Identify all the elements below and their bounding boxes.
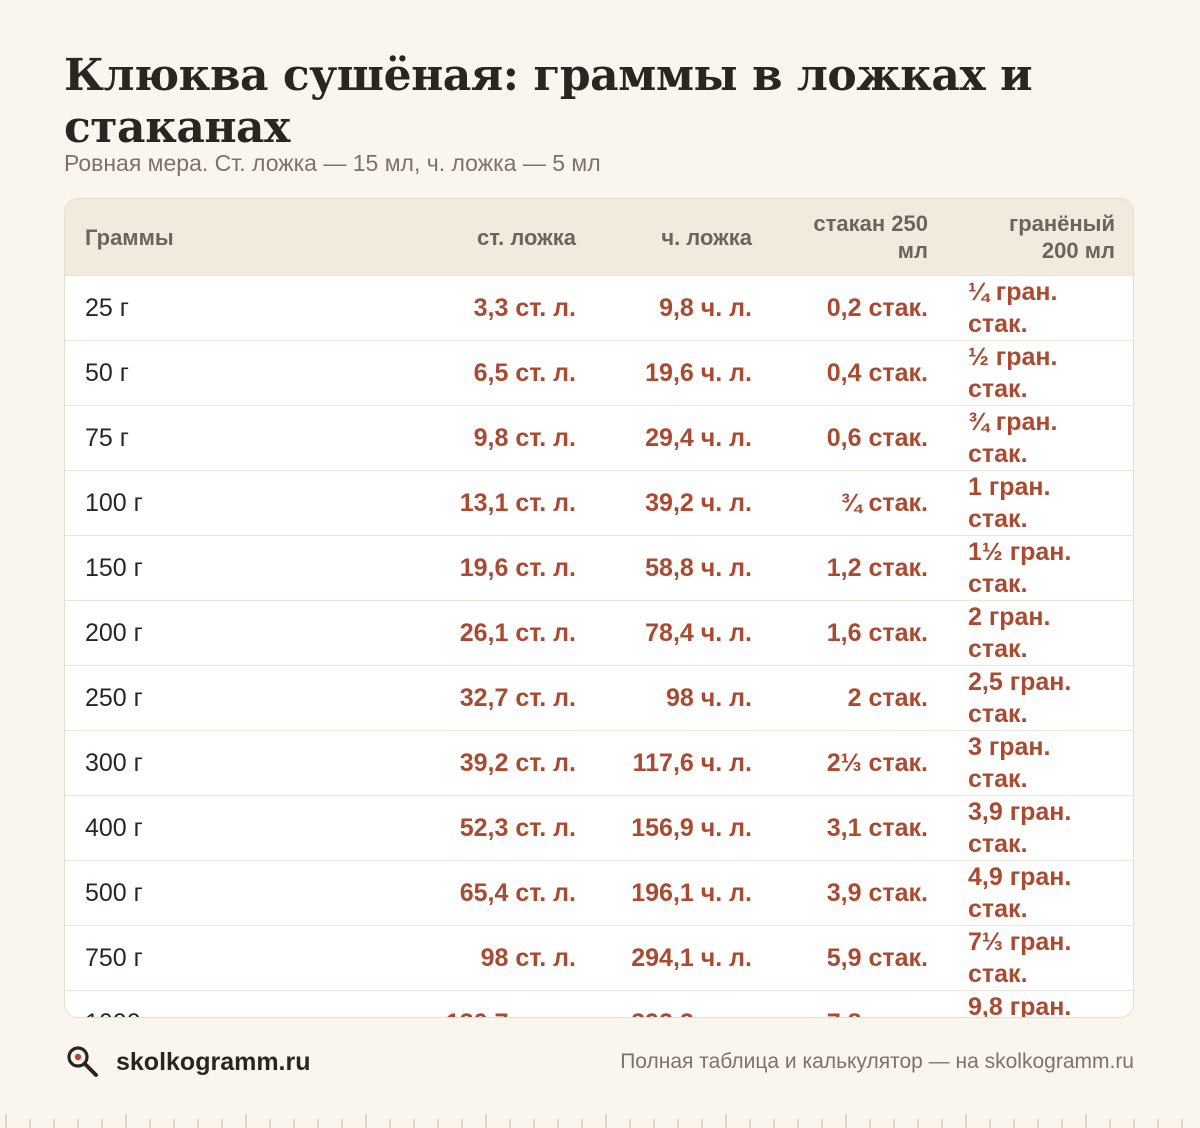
cell-cup-250: 2⅓ стак.: [772, 730, 948, 796]
cell-grams: 250 г: [65, 665, 420, 731]
table-body: 25 г 3,3 ст. л. 9,8 ч. л. 0,2 стак. ¼ гран. …: [65, 275, 1133, 1017]
cell-faceted-glass: 7⅓ гран. стак.: [948, 925, 1133, 991]
cell-faceted-glass: 3,9 гран. стак.: [948, 795, 1133, 861]
table-row: 50 г 6,5 ст. л. 19,6 ч. л. 0,4 стак. ½ гран.…: [65, 340, 1133, 406]
cell-faceted-glass: 2 гран. стак.: [948, 600, 1133, 666]
cell-cup-250: 1,6 стак.: [772, 600, 948, 666]
cell-tablespoon: 26,1 ст. л.: [420, 600, 596, 666]
conversion-table: Граммы ст. ложка ч. ложка стакан 250 мл …: [65, 199, 1133, 1017]
cell-teaspoon: 78,4 ч. л.: [596, 600, 772, 666]
header-tablespoon: ст. ложка: [420, 199, 596, 276]
cell-teaspoon: 294,1 ч. л.: [596, 925, 772, 991]
cell-teaspoon: 29,4 ч. л.: [596, 405, 772, 471]
cell-grams: 500 г: [65, 860, 420, 926]
cell-tablespoon: 19,6 ст. л.: [420, 535, 596, 601]
table-row: 400 г 52,3 ст. л. 156,9 ч. л. 3,1 стак. 3,9 …: [65, 795, 1133, 861]
table-row: 25 г 3,3 ст. л. 9,8 ч. л. 0,2 стак. ¼ гран. …: [65, 275, 1133, 341]
table-header-row: Граммы ст. ложка ч. ложка стакан 250 мл …: [65, 199, 1133, 276]
cell-cup-250: 5,9 стак.: [772, 925, 948, 991]
cell-faceted-glass: 1 гран. стак.: [948, 470, 1133, 536]
cell-teaspoon: 19,6 ч. л.: [596, 340, 772, 406]
cell-cup-250: 0,6 стак.: [772, 405, 948, 471]
magnifier-icon: [67, 1046, 98, 1077]
cell-grams: 50 г: [65, 340, 420, 406]
cell-tablespoon: 6,5 ст. л.: [420, 340, 596, 406]
cell-teaspoon: 98 ч. л.: [596, 665, 772, 731]
page-title: Клюква сушёная: граммы в ложках и стакан…: [64, 50, 1033, 153]
table-row: 250 г 32,7 ст. л. 98 ч. л. 2 стак. 2,5 гран.…: [65, 665, 1133, 731]
table-row: 1000 г130,7 ст. л.392,2 ч. л.7,8 стак.9,…: [65, 990, 1133, 1017]
cell-tablespoon: 32,7 ст. л.: [420, 665, 596, 731]
cell-tablespoon: 39,2 ст. л.: [420, 730, 596, 796]
cell-grams: 300 г: [65, 730, 420, 796]
cell-faceted-glass: 2,5 гран. стак.: [948, 665, 1133, 731]
cell-faceted-glass: 1½ гран. стак.: [948, 535, 1133, 601]
cell-tablespoon: 9,8 ст. л.: [420, 405, 596, 471]
table-row: 750 г 98 ст. л. 294,1 ч. л. 5,9 стак. 7⅓ гра…: [65, 925, 1133, 991]
cell-grams: 200 г: [65, 600, 420, 666]
cell-cup-250: 2 стак.: [772, 665, 948, 731]
cell-faceted-glass: ½ гран. стак.: [948, 340, 1133, 406]
cell-teaspoon: 39,2 ч. л.: [596, 470, 772, 536]
ruler-decoration: [5, 1114, 1183, 1128]
cell-grams: 400 г: [65, 795, 420, 861]
page-subtitle: Ровная мера. Ст. ложка — 15 мл, ч. ложка…: [64, 150, 601, 176]
cell-tablespoon: 13,1 ст. л.: [420, 470, 596, 536]
table-row: 75 г 9,8 ст. л. 29,4 ч. л. 0,6 стак. ¾ гран.…: [65, 405, 1133, 471]
conversion-table-card: Граммы ст. ложка ч. ложка стакан 250 мл …: [64, 198, 1134, 1018]
cell-grams: 150 г: [65, 535, 420, 601]
cell-faceted-glass: ¾ гран. стак.: [948, 405, 1133, 471]
cell-teaspoon: 196,1 ч. л.: [596, 860, 772, 926]
cell-grams: 100 г: [65, 470, 420, 536]
footer-brand: skolkogramm.ru: [64, 1040, 311, 1084]
cell-faceted-glass: 9,8 гран. стак.: [948, 990, 1133, 1017]
header-cup-250: стакан 250 мл: [772, 199, 948, 276]
cell-faceted-glass: 4,9 гран. стак.: [948, 860, 1133, 926]
cell-tablespoon: 65,4 ст. л.: [420, 860, 596, 926]
cell-tablespoon: 130,7 ст. л.: [420, 990, 596, 1017]
table-row: 200 г 26,1 ст. л. 78,4 ч. л. 1,6 стак. 2 гра…: [65, 600, 1133, 666]
cell-teaspoon: 117,6 ч. л.: [596, 730, 772, 796]
footer-note: Полная таблица и калькулятор — на skolko…: [620, 1050, 1134, 1073]
cell-teaspoon: 9,8 ч. л.: [596, 275, 772, 341]
cell-cup-250: ¾ стак.: [772, 470, 948, 536]
cell-cup-250: 7,8 стак.: [772, 990, 948, 1017]
brand-name: skolkogramm.ru: [116, 1047, 311, 1076]
table-row: 500 г 65,4 ст. л. 196,1 ч. л. 3,9 стак. 4,9 …: [65, 860, 1133, 926]
table-row: 100 г 13,1 ст. л. 39,2 ч. л. ¾ стак. 1 гран.…: [65, 470, 1133, 536]
cell-grams: 1000 г: [65, 990, 420, 1017]
cell-grams: 750 г: [65, 925, 420, 991]
cell-cup-250: 0,4 стак.: [772, 340, 948, 406]
cell-tablespoon: 3,3 ст. л.: [420, 275, 596, 341]
header-grams: Граммы: [65, 199, 420, 276]
cell-cup-250: 0,2 стак.: [772, 275, 948, 341]
cell-tablespoon: 98 ст. л.: [420, 925, 596, 991]
header-teaspoon: ч. ложка: [596, 199, 772, 276]
cell-teaspoon: 58,8 ч. л.: [596, 535, 772, 601]
cell-tablespoon: 52,3 ст. л.: [420, 795, 596, 861]
cell-teaspoon: 392,2 ч. л.: [596, 990, 772, 1017]
cell-grams: 25 г: [65, 275, 420, 341]
table-row: 150 г 19,6 ст. л. 58,8 ч. л. 1,2 стак. 1½ гр…: [65, 535, 1133, 601]
cell-grams: 75 г: [65, 405, 420, 471]
table-row: 300 г 39,2 ст. л. 117,6 ч. л. 2⅓ стак. 3 гра…: [65, 730, 1133, 796]
cell-teaspoon: 156,9 ч. л.: [596, 795, 772, 861]
cell-cup-250: 3,9 стак.: [772, 860, 948, 926]
cell-faceted-glass: 3 гран. стак.: [948, 730, 1133, 796]
cell-faceted-glass: ¼ гран. стак.: [948, 275, 1133, 341]
cell-cup-250: 1,2 стак.: [772, 535, 948, 601]
header-faceted-glass-200: гранёный 200 мл: [948, 199, 1133, 276]
cell-cup-250: 3,1 стак.: [772, 795, 948, 861]
